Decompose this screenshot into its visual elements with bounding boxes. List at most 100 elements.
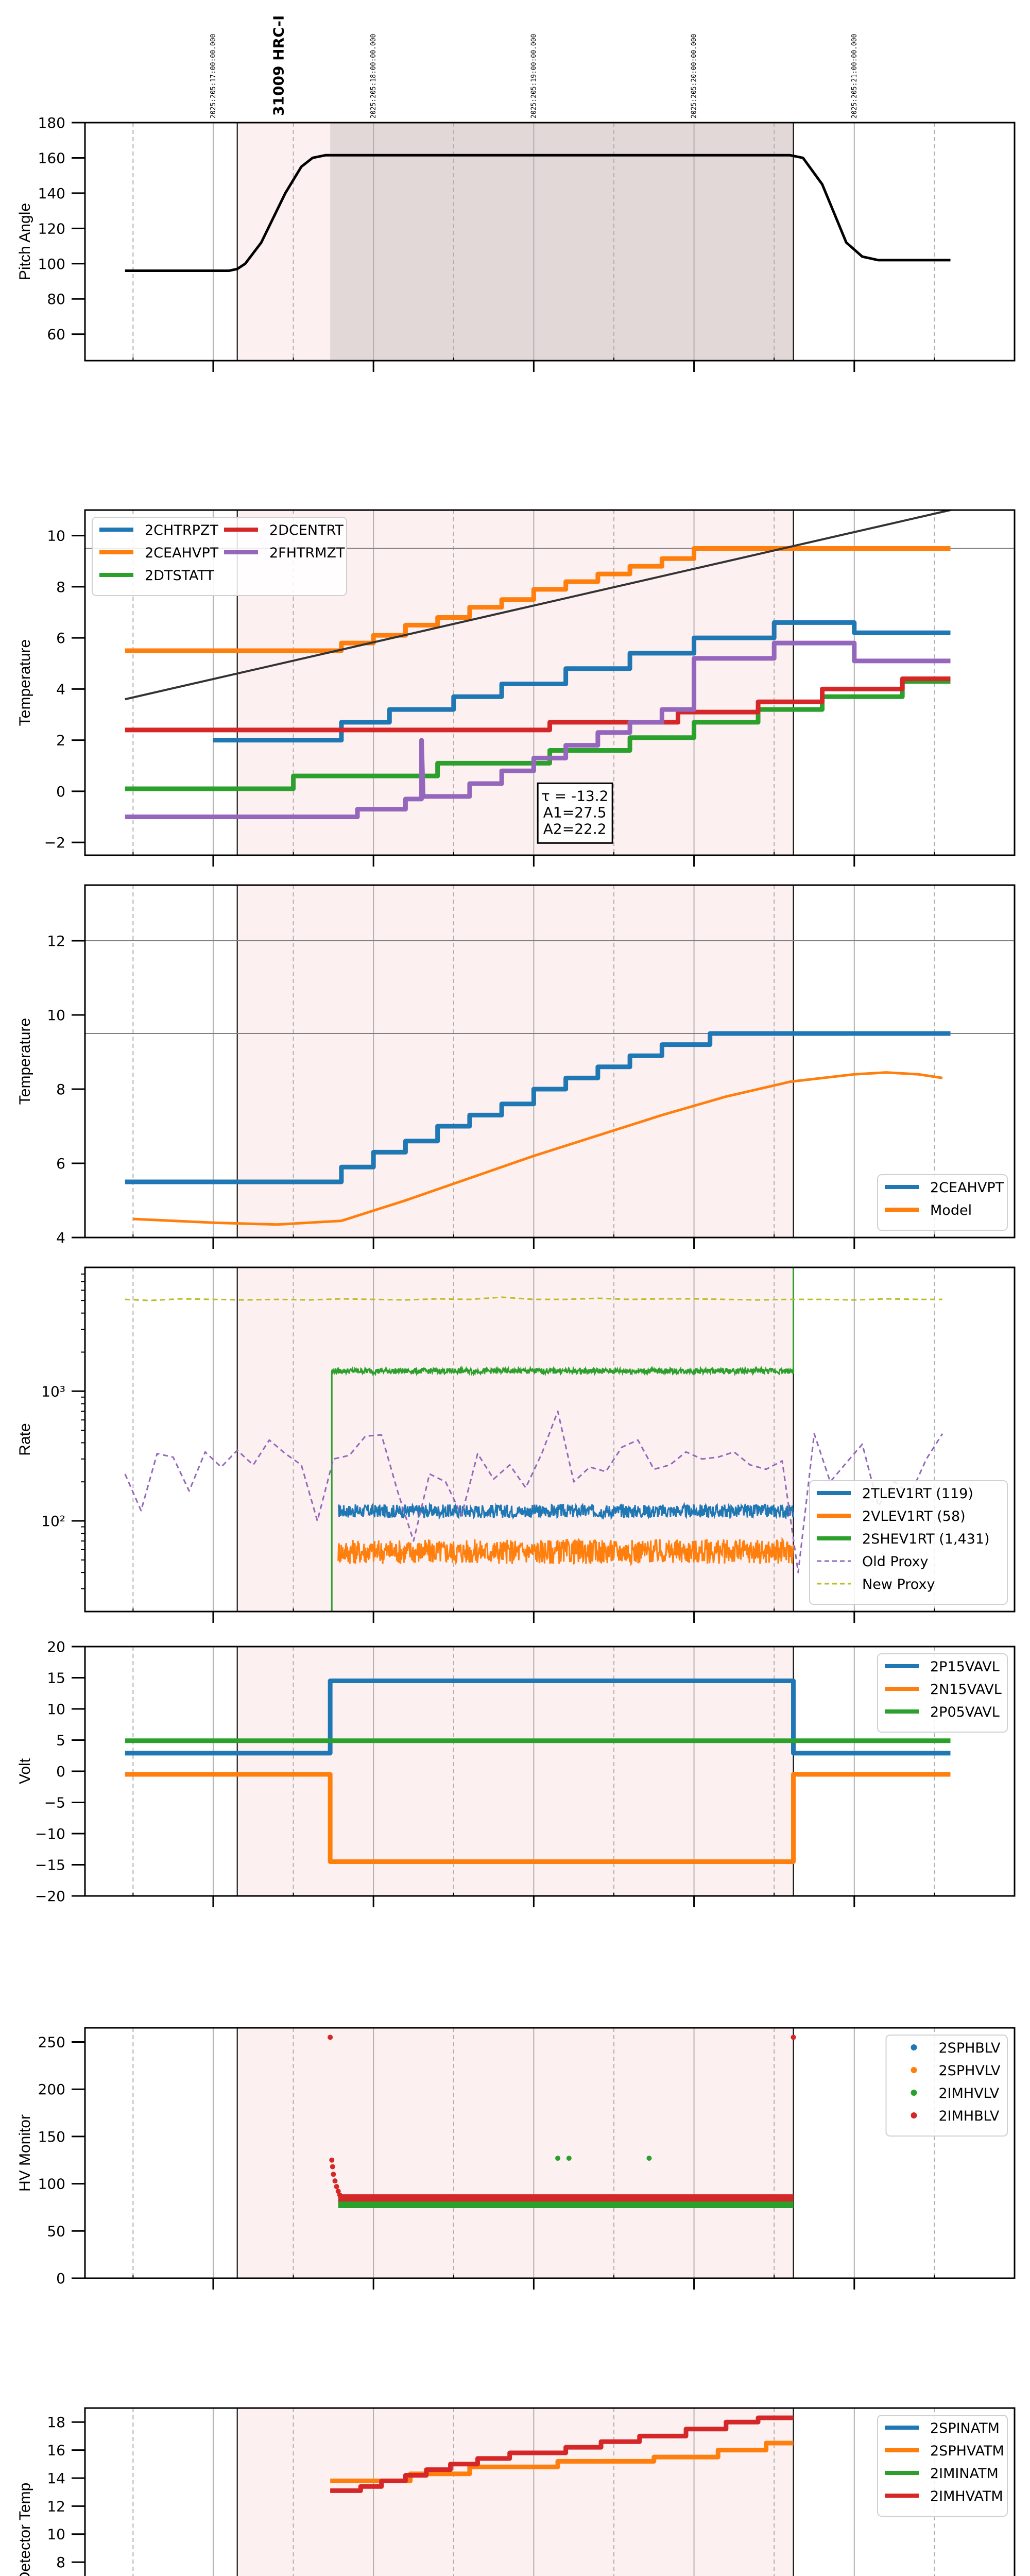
series-2imhvlv-point — [566, 2156, 572, 2161]
legend-label: Old Proxy — [862, 1554, 928, 1570]
series-2imhblv-point — [330, 2164, 335, 2170]
y-tick-label: 140 — [38, 185, 65, 202]
legend-item[interactable]: 2SPHVLV — [911, 2063, 1001, 2079]
series-2fhtrmzt — [125, 640, 951, 820]
series-2vlev1rt-58- — [337, 1537, 795, 1567]
legend: 2TLEV1RT (119) 2VLEV1RT (58) 2SHEV1RT (1,4… — [809, 1480, 1008, 1605]
series-2ceahvpt — [125, 546, 951, 653]
legend-item[interactable]: 2IMHVATM — [885, 2488, 1003, 2504]
series-2n15vavl — [125, 1772, 951, 1864]
y-tick-label: 2 — [56, 732, 65, 749]
panel-model: 4 6 8 10 12 Temperature 2CEAHVPT Model — [16, 884, 1016, 1249]
y-tick-label: 8 — [56, 1081, 65, 1098]
y-tick-label: 160 — [38, 149, 65, 166]
legend: 2SPHBLV 2SPHVLV 2IMHVLV 2IMHBLV — [885, 2035, 1008, 2137]
legend: 2P15VAVL 2N15VAVL 2P05VAVL — [877, 1653, 1008, 1733]
fit-annotation-line: τ = -13.2 — [541, 787, 609, 804]
y-axis-label: Volt — [16, 1758, 33, 1784]
y-tick-label: 80 — [47, 291, 65, 308]
series-fit — [125, 510, 951, 701]
legend-label: 2P15VAVL — [930, 1659, 1000, 1675]
legend-label: 2SPHVATM — [930, 2443, 1004, 2459]
y-tick-label: −2 — [44, 834, 65, 851]
legend-marker-icon — [911, 2090, 917, 2096]
legend-item[interactable]: 2P15VAVL — [885, 1659, 1000, 1675]
legend-item[interactable]: 2IMHBLV — [911, 2108, 1000, 2124]
legend-label: 2P05VAVL — [930, 1704, 1000, 1720]
fit-annotation-line: A2=22.2 — [543, 820, 607, 837]
panel-temps: −2 0 2 4 6 8 10 Temperature τ = -13.2A1=27.5A2=2… — [16, 509, 1016, 867]
legend-item[interactable]: 2SPINATM — [885, 2420, 1000, 2436]
plot-area — [125, 510, 951, 820]
plot-area — [330, 2415, 794, 2493]
plot-area — [125, 154, 951, 272]
axes-frame — [84, 122, 1016, 362]
y-tick-label: 60 — [47, 326, 65, 343]
legend-item[interactable]: 2TLEV1RT (119) — [817, 1486, 973, 1502]
legend-frame — [92, 517, 347, 596]
legend-item[interactable]: 2VLEV1RT (58) — [817, 1509, 966, 1524]
y-tick-label: 10² — [41, 1513, 65, 1530]
y-tick-label: 8 — [56, 2554, 65, 2571]
y-tick-label: 14 — [47, 2470, 65, 2487]
legend-item[interactable]: 2CHTRPZT — [99, 522, 218, 538]
legend-item[interactable]: 2SHEV1RT (1,431) — [817, 1531, 990, 1547]
legend-item[interactable]: 2CEAHVPT — [99, 545, 219, 561]
legend-item[interactable]: Model — [885, 1202, 972, 1218]
legend-item[interactable]: New Proxy — [817, 1577, 935, 1592]
y-tick-label: 4 — [56, 1229, 65, 1246]
observation-shade — [237, 1647, 794, 1896]
legend-item[interactable]: Old Proxy — [817, 1554, 928, 1570]
series-old-proxy — [124, 1410, 943, 1573]
top-time-label: 2025:205:17:00:00.000 — [210, 34, 217, 118]
top-time-label: 2025:205:19:00:00.000 — [530, 34, 538, 118]
y-tick-label: 100 — [38, 2176, 65, 2193]
panel-dettemp: 24681012141618Detector Temp2SPINATM2SPHV… — [16, 2407, 1016, 2576]
legend-item[interactable]: 2N15VAVL — [885, 1682, 1002, 1698]
legend-item[interactable]: 2IMHVLV — [911, 2086, 1000, 2102]
legend-label: 2IMHVATM — [930, 2488, 1003, 2504]
y-tick-label: 10 — [47, 1701, 65, 1718]
legend-item[interactable]: 2DTSTATT — [99, 568, 214, 584]
y-tick-label: 6 — [56, 630, 65, 647]
legend-label: 2IMHBLV — [939, 2108, 1000, 2124]
legend-item[interactable]: 2SPHVATM — [885, 2443, 1004, 2459]
legend-item[interactable]: 2DCENTRT — [224, 522, 344, 538]
series-2p15vavl — [125, 1679, 951, 1756]
series-2shev1rt-1-431- — [331, 1267, 795, 1612]
panel-pitch: 60 80 100 120 140 160 180 Pitch Angle — [16, 114, 1016, 372]
observation-shade — [237, 2408, 794, 2576]
legend: 2CEAHVPT Model — [877, 1174, 1008, 1231]
y-axis-label: Temperature — [16, 639, 33, 726]
obsid-label: 31009 HRC-I — [270, 15, 287, 116]
plot-area — [328, 2035, 796, 2208]
y-tick-label: 6 — [56, 1155, 65, 1172]
legend-item[interactable]: 2FHTRMZT — [224, 545, 345, 561]
legend-label: 2SHEV1RT (1,431) — [862, 1531, 990, 1547]
y-tick-label: −5 — [44, 1794, 65, 1811]
y-tick-label: 0 — [56, 1763, 65, 1780]
series-2imhblv-point — [791, 2035, 796, 2040]
series-2imhblv-point — [334, 2184, 339, 2190]
legend-marker-icon — [911, 2112, 917, 2119]
y-tick-label: 5 — [56, 1732, 65, 1749]
legend-frame — [877, 2415, 1008, 2517]
legend-item[interactable]: 2P05VAVL — [885, 1704, 1000, 1720]
y-tick-label: 18 — [47, 2414, 65, 2431]
legend-label: 2SPHBLV — [939, 2040, 1001, 2056]
panel-rate: 10² 10³ Rate 2TLEV1RT (119) 2VLEV1RT (58) 2SH… — [16, 1266, 1016, 1623]
legend-item[interactable]: 2CEAHVPT — [885, 1180, 1004, 1196]
y-tick-label: 180 — [38, 114, 65, 131]
legend-label: 2CEAHVPT — [145, 545, 219, 561]
fit-annotation-box — [537, 782, 613, 844]
legend-frame — [809, 1480, 1008, 1605]
series-2imhvlv-point — [555, 2156, 561, 2161]
legend: 2SPINATM 2SPHVATM 2IMINATM 2IMHVATM — [877, 2415, 1008, 2517]
legend-item[interactable]: 2IMINATM — [885, 2466, 999, 2482]
y-tick-label: 10³ — [41, 1383, 65, 1400]
legend-label: 2SPINATM — [930, 2420, 1000, 2436]
legend-marker-icon — [911, 2044, 917, 2050]
legend-label: 2N15VAVL — [930, 1682, 1002, 1698]
legend-item[interactable]: 2SPHBLV — [911, 2040, 1001, 2056]
